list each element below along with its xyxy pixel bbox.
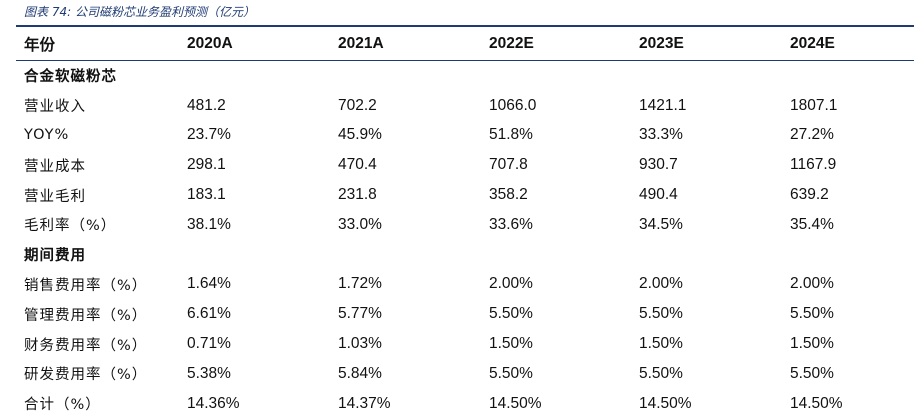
table-row: 管理费用率（%） 6.61% 5.77% 5.50% 5.50% 5.50% (16, 299, 914, 329)
forecast-table: 年份 2020A 2021A 2022E 2023E 2024E 合金软磁粉芯营… (16, 28, 914, 419)
table-row: 财务费用率（%） 0.71% 1.03% 1.50% 1.50% 1.50% (16, 329, 914, 359)
row-label: YOY% (24, 127, 70, 144)
value-cell: 1066.0 (489, 96, 537, 114)
value-cell: 14.36% (187, 394, 240, 412)
value-cell: 5.50% (489, 305, 533, 323)
value-cell: 1.50% (489, 335, 533, 353)
header-row: 年份 2020A 2021A 2022E 2023E 2024E (16, 28, 914, 61)
value-cell: 5.50% (790, 364, 834, 382)
section-row: 合金软磁粉芯 (16, 61, 914, 91)
value-cell: 27.2% (790, 126, 834, 144)
value-cell: 1421.1 (639, 96, 687, 114)
value-cell: 5.50% (639, 364, 683, 382)
value-cell: 2.00% (639, 275, 683, 293)
value-cell: 1.50% (639, 335, 683, 353)
section-title: 合金软磁粉芯 (24, 69, 117, 86)
value-cell: 5.50% (790, 305, 834, 323)
value-cell: 14.50% (639, 394, 692, 412)
table-row: YOY% 23.7% 45.9% 51.8% 33.3% 27.2% (16, 121, 914, 151)
value-cell: 481.2 (187, 96, 226, 114)
value-cell: 5.84% (338, 364, 382, 382)
table-caption: 图表 74: 公司磁粉芯业务盈利预测（亿元） (24, 5, 255, 19)
value-cell: 930.7 (639, 156, 678, 174)
row-label: 研发费用率（%） (24, 367, 148, 384)
section-title: 期间费用 (24, 248, 86, 265)
row-label: 合计（%） (24, 397, 101, 414)
header-cell-2024e: 2024E (790, 28, 914, 61)
value-cell: 33.0% (338, 215, 382, 233)
value-cell: 35.4% (790, 215, 834, 233)
value-cell: 707.8 (489, 156, 528, 174)
value-cell: 5.38% (187, 364, 231, 382)
table-row: 营业毛利 183.1 231.8 358.2 490.4 639.2 (16, 180, 914, 210)
value-cell: 1167.9 (790, 156, 837, 174)
row-label: 毛利率（%） (24, 218, 117, 235)
value-cell: 2.00% (489, 275, 533, 293)
value-cell: 298.1 (187, 156, 226, 174)
value-cell: 34.5% (639, 215, 683, 233)
value-cell: 702.2 (338, 96, 377, 114)
value-cell: 1.72% (338, 275, 382, 293)
value-cell: 5.50% (639, 305, 683, 323)
header-cell-2020a: 2020A (187, 28, 338, 61)
value-cell: 1.03% (338, 335, 382, 353)
table-row: 销售费用率（%） 1.64% 1.72% 2.00% 2.00% 2.00% (16, 270, 914, 300)
value-cell: 38.1% (187, 215, 231, 233)
table-row: 毛利率（%） 38.1% 33.0% 33.6% 34.5% 35.4% (16, 210, 914, 240)
value-cell: 6.61% (187, 305, 231, 323)
value-cell: 1807.1 (790, 96, 838, 114)
table-row: 合计（%） 14.36% 14.37% 14.50% 14.50% 14.50% (16, 389, 914, 419)
header-cell-2021a: 2021A (338, 28, 489, 61)
value-cell: 470.4 (338, 156, 377, 174)
header-cell-2023e: 2023E (639, 28, 790, 61)
value-cell: 23.7% (187, 126, 231, 144)
row-label: 营业成本 (24, 158, 86, 175)
section-row: 期间费用 (16, 240, 914, 270)
value-cell: 183.1 (187, 186, 226, 204)
top-rule (16, 25, 914, 27)
value-cell: 1.50% (790, 335, 834, 353)
value-cell: 1.64% (187, 275, 231, 293)
value-cell: 358.2 (489, 186, 528, 204)
value-cell: 490.4 (639, 186, 678, 204)
table-row: 营业收入 481.2 702.2 1066.0 1421.1 1807.1 (16, 91, 914, 121)
value-cell: 45.9% (338, 126, 382, 144)
row-label: 营业毛利 (24, 188, 86, 205)
row-label: 销售费用率（%） (24, 277, 148, 294)
value-cell: 231.8 (338, 186, 377, 204)
value-cell: 2.00% (790, 275, 834, 293)
value-cell: 33.3% (639, 126, 683, 144)
table-row: 营业成本 298.1 470.4 707.8 930.7 1167.9 (16, 150, 914, 180)
header-cell-2022e: 2022E (489, 28, 639, 61)
value-cell: 33.6% (489, 215, 533, 233)
value-cell: 51.8% (489, 126, 533, 144)
value-cell: 14.37% (338, 394, 391, 412)
value-cell: 14.50% (790, 394, 843, 412)
value-cell: 5.77% (338, 305, 382, 323)
table-row: 研发费用率（%） 5.38% 5.84% 5.50% 5.50% 5.50% (16, 359, 914, 389)
value-cell: 639.2 (790, 186, 829, 204)
row-label: 营业收入 (24, 99, 86, 116)
value-cell: 5.50% (489, 364, 533, 382)
value-cell: 0.71% (187, 335, 231, 353)
row-label: 财务费用率（%） (24, 337, 148, 354)
header-cell-year: 年份 (16, 28, 187, 61)
value-cell: 14.50% (489, 394, 542, 412)
row-label: 管理费用率（%） (24, 307, 148, 324)
